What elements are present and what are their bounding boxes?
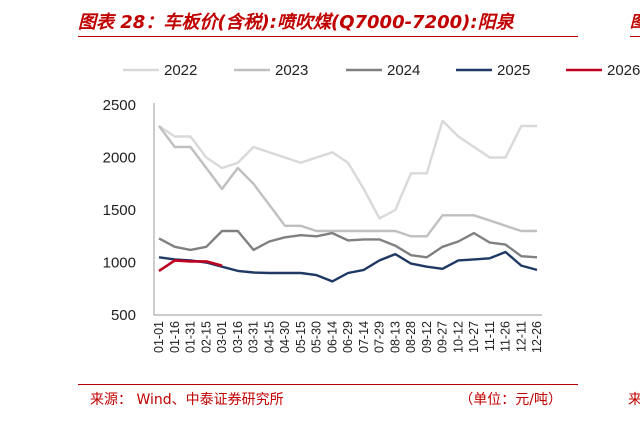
y-tick-label: 2000 <box>103 150 136 167</box>
x-tick-label: 11-26 <box>499 321 513 352</box>
chart-title: 图表 28：车板价(含税):喷吹煤(Q7000-7200):阳泉 <box>78 12 514 33</box>
x-tick-label: 06-29 <box>341 321 355 353</box>
next-panel-divider <box>630 36 640 37</box>
x-tick-label: 01-31 <box>184 321 198 353</box>
x-tick-label: 08-13 <box>388 321 402 353</box>
y-tick-label: 1500 <box>103 202 136 219</box>
y-tick-label: 1000 <box>103 255 136 272</box>
x-tick-label: 11-11 <box>483 321 497 351</box>
x-tick-label: 04-15 <box>262 321 276 353</box>
series-line-2023 <box>158 125 537 238</box>
footer-divider <box>78 384 578 385</box>
unit-note: （单位：元/吨） <box>459 392 562 408</box>
next-panel-source-fragment: 来 <box>628 392 640 408</box>
legend-label: 2026 <box>607 62 640 79</box>
x-tick-label: 02-15 <box>199 321 213 353</box>
x-tick-label: 07-14 <box>357 321 371 353</box>
series-line-2022 <box>158 119 537 220</box>
x-tick-label: 09-12 <box>420 321 434 353</box>
chart-legend: 2022 2023 2024 2025 2026 <box>123 62 640 79</box>
next-panel-title-fragment: 图 <box>630 8 640 32</box>
series-line-2024 <box>158 229 538 259</box>
x-tick-label: 03-01 <box>215 321 229 353</box>
x-tick-label: 05-15 <box>294 321 308 353</box>
legend-label: 2022 <box>164 62 197 79</box>
x-tick-label: 04-30 <box>278 321 292 353</box>
series-line-2026 <box>158 259 223 272</box>
x-axis: 01-01 01-16 01-31 02-15 03-01 03-16 03-31 04-15… <box>152 314 544 353</box>
x-tick-label: 07-29 <box>373 321 387 353</box>
x-tick-label: 08-28 <box>404 321 418 353</box>
x-tick-label: 10-27 <box>467 321 481 353</box>
title-divider <box>78 36 578 37</box>
legend-label: 2025 <box>497 62 530 79</box>
legend-label: 2023 <box>275 62 308 79</box>
x-tick-label: 03-31 <box>247 321 261 353</box>
y-tick-label: 500 <box>111 307 136 324</box>
legend-label: 2024 <box>387 62 420 79</box>
x-tick-label: 03-16 <box>231 321 245 353</box>
x-tick-label: 10-12 <box>451 321 465 353</box>
x-tick-label: 01-16 <box>168 321 182 353</box>
y-axis: 500 1000 1500 2000 2500 <box>103 97 155 324</box>
plot-area <box>158 119 538 283</box>
x-tick-label: 05-30 <box>310 321 324 353</box>
x-tick-label: 01-01 <box>152 321 166 353</box>
x-tick-label: 09-27 <box>436 321 450 353</box>
y-tick-label: 2500 <box>103 97 136 114</box>
x-tick-label: 06-14 <box>325 321 339 353</box>
series-line-2025 <box>158 250 538 283</box>
source-note: 来源： Wind、中泰证券研究所 <box>90 392 284 408</box>
x-tick-label: 12-26 <box>530 321 544 353</box>
x-tick-label: 12-11 <box>514 321 528 352</box>
